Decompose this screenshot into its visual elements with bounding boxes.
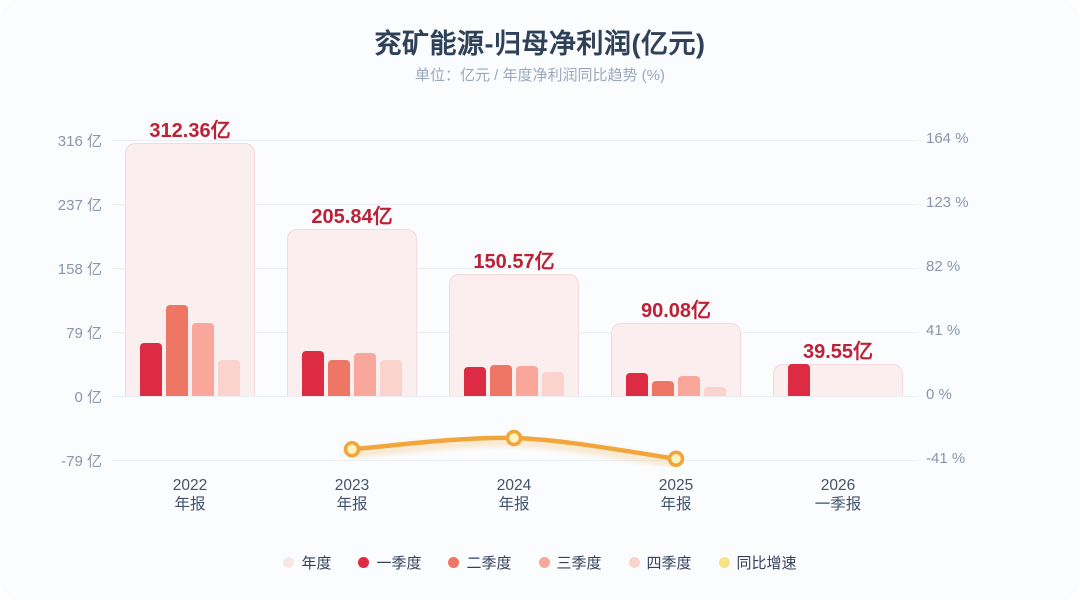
y-axis-right-tick: 82 % xyxy=(926,258,961,275)
quarter-bar[interactable] xyxy=(788,363,810,396)
quarter-bar[interactable] xyxy=(490,364,512,396)
quarter-bar[interactable] xyxy=(704,387,726,396)
quarter-bar[interactable] xyxy=(302,350,324,396)
x-axis-label-period: 年报 xyxy=(498,496,530,513)
legend-dot-icon xyxy=(283,557,295,568)
x-axis-label-period: 年报 xyxy=(174,496,206,513)
grid-line xyxy=(112,140,918,141)
legend-dot-icon xyxy=(718,557,730,568)
legend-dot-icon xyxy=(538,557,550,568)
yoy-marker[interactable] xyxy=(667,450,685,468)
grid-line xyxy=(112,396,918,397)
annual-value-label: 90.08亿 xyxy=(640,300,712,323)
grid-line xyxy=(112,460,918,461)
legend-label: 四季度 xyxy=(646,555,692,572)
yoy-marker[interactable] xyxy=(343,440,361,458)
quarter-bar[interactable] xyxy=(678,376,700,396)
legend-label: 一季度 xyxy=(376,555,422,572)
y-axis-right-tick: 164 % xyxy=(926,130,969,147)
y-axis-right-tick: 123 % xyxy=(926,194,969,211)
legend-dot-icon xyxy=(448,557,460,568)
x-axis-label-year: 2022 xyxy=(172,477,208,494)
x-axis-label: 2025 年报 xyxy=(596,476,756,514)
legend-label: 年度 xyxy=(301,555,332,572)
x-axis-label-year: 2025 xyxy=(658,477,694,494)
legend-item[interactable]: 年度 xyxy=(283,552,331,573)
grid-line xyxy=(112,268,918,269)
quarter-bar[interactable] xyxy=(652,381,674,396)
annual-value-label: 312.36亿 xyxy=(149,119,231,142)
quarter-bar[interactable] xyxy=(626,372,648,396)
grid-line xyxy=(112,204,918,205)
legend-item[interactable]: 一季度 xyxy=(358,552,421,573)
annual-value-label: 150.57亿 xyxy=(473,251,555,274)
legend-item[interactable]: 同比增速 xyxy=(718,552,797,573)
y-axis-left-tick: 316 亿 xyxy=(57,133,102,150)
y-axis-right-tick: 0 % xyxy=(926,386,952,403)
x-axis-label-period: 年报 xyxy=(660,496,692,513)
annual-value-label: 205.84亿 xyxy=(311,206,393,229)
x-axis-label: 2024 年报 xyxy=(434,476,594,514)
annual-value-label: 39.55亿 xyxy=(802,340,874,363)
legend: 年度 一季度 二季度 三季度 四季度 同比增速 xyxy=(0,552,1080,573)
legend-dot-icon xyxy=(358,557,370,568)
chart-title: 兖矿能源-归母净利润(亿元) xyxy=(374,29,706,59)
x-axis-label-period: 一季报 xyxy=(814,496,862,513)
y-axis-right-tick: -41 % xyxy=(926,450,966,467)
y-axis-left-tick: 158 亿 xyxy=(57,261,102,278)
x-axis-label-year: 2024 xyxy=(496,477,532,494)
x-axis-label-year: 2026 xyxy=(820,477,856,494)
x-axis-label-year: 2023 xyxy=(334,477,370,494)
quarter-bar[interactable] xyxy=(192,323,214,396)
y-axis-left-tick: 79 亿 xyxy=(66,325,102,342)
legend-label: 二季度 xyxy=(466,555,512,572)
quarter-bar[interactable] xyxy=(218,360,240,396)
y-axis-left-tick: 237 亿 xyxy=(57,197,102,214)
quarter-bar[interactable] xyxy=(140,342,162,396)
y-axis-left-tick: 0 亿 xyxy=(74,389,102,406)
quarter-bar[interactable] xyxy=(464,366,486,396)
y-axis-right-tick: 41 % xyxy=(926,322,961,339)
chart-subtitle: 单位：亿元 / 年度净利润同比趋势 (%) xyxy=(415,67,665,84)
quarter-bar[interactable] xyxy=(166,305,188,396)
quarter-bar[interactable] xyxy=(542,372,564,396)
legend-dot-icon xyxy=(628,557,640,568)
legend-item[interactable]: 三季度 xyxy=(538,552,602,573)
quarter-bar[interactable] xyxy=(516,365,538,396)
quarter-bar[interactable] xyxy=(380,360,402,396)
x-axis-label-period: 年报 xyxy=(336,496,368,513)
quarter-bar[interactable] xyxy=(354,353,376,396)
legend-item[interactable]: 四季度 xyxy=(628,552,692,573)
x-axis-label: 2022 年报 xyxy=(110,476,270,514)
x-axis-label: 2026 一季报 xyxy=(758,476,918,514)
quarter-bar[interactable] xyxy=(328,360,350,396)
legend-label: 三季度 xyxy=(556,555,602,572)
x-axis-label: 2023 年报 xyxy=(272,476,432,514)
legend-item[interactable]: 二季度 xyxy=(448,552,512,573)
legend-label: 同比增速 xyxy=(736,555,797,572)
y-axis-left-tick: -79 亿 xyxy=(61,453,102,470)
yoy-marker[interactable] xyxy=(505,429,523,447)
